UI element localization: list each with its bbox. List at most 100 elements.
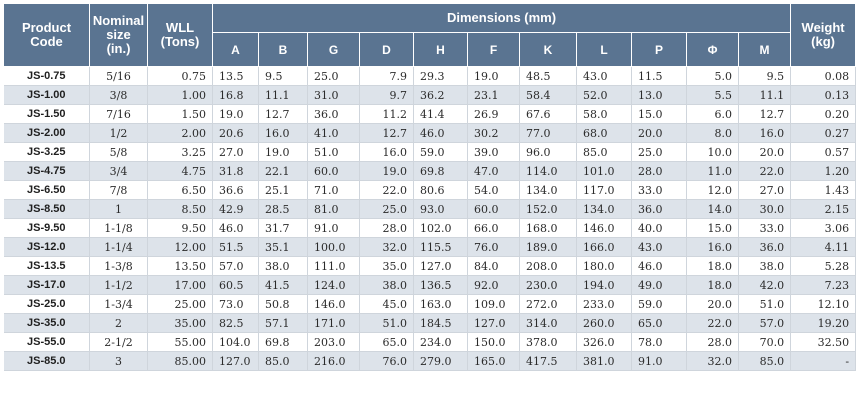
table-cell: 6.0	[686, 104, 739, 124]
table-cell: 60.0	[467, 199, 520, 219]
table-cell: 19.0	[359, 161, 414, 181]
table-cell: 417.5	[519, 351, 577, 371]
table-cell: 3.06	[790, 218, 857, 238]
table-row: JS-85.0 3 85.00 127.0 85.0 216.0 76.0 279.0 165.…	[3, 351, 857, 371]
table-row: JS-9.50 1-1/8 9.50 46.0 31.7 91.0 28.0 102.0 66.…	[3, 218, 857, 238]
table-cell: 3	[89, 351, 148, 371]
table-cell: 68.0	[576, 123, 632, 143]
header-wll: WLL (Tons)	[147, 3, 213, 67]
table-cell: 127.0	[467, 313, 520, 333]
table-cell: 0.13	[790, 85, 857, 105]
table-cell: 12.7	[738, 104, 792, 124]
header-dim-col: G	[307, 32, 360, 67]
table-cell: 31.8	[212, 161, 259, 181]
table-cell: 80.6	[413, 180, 468, 200]
table-cell: 25.1	[258, 180, 308, 200]
header-dim-col: F	[467, 32, 520, 67]
table-cell: 184.5	[413, 313, 468, 333]
table-cell: 92.0	[467, 275, 520, 295]
table-cell: 54.0	[467, 180, 520, 200]
table-cell: 19.0	[212, 104, 259, 124]
table-cell: 15.0	[686, 218, 739, 238]
table-cell: 12.0	[686, 180, 739, 200]
table-cell: 12.7	[258, 104, 308, 124]
table-cell: 51.0	[738, 294, 792, 314]
table-cell: 101.0	[576, 161, 632, 181]
table-cell: 7/8	[89, 180, 148, 200]
table-cell: 134.0	[576, 199, 632, 219]
table-cell: 0.57	[790, 142, 857, 162]
table-row: JS-35.0 2 35.00 82.5 57.1 171.0 51.0 184.5 127.0…	[3, 313, 857, 333]
table-cell: 102.0	[413, 218, 468, 238]
table-cell: 13.0	[631, 85, 687, 105]
table-cell: 13.50	[147, 256, 213, 276]
table-cell: 1-3/8	[89, 256, 148, 276]
table-cell: 6.50	[147, 180, 213, 200]
table-cell: 16.0	[738, 123, 792, 143]
table-cell: 57.0	[212, 256, 259, 276]
product-code-cell: JS-25.0	[3, 294, 90, 314]
table-cell: 26.9	[467, 104, 520, 124]
table-cell: 189.0	[519, 237, 577, 257]
table-body: JS-0.75 5/16 0.75 13.5 9.5 25.0 7.9 29.3 19.0 48.…	[3, 66, 857, 371]
product-code-cell: JS-85.0	[3, 351, 90, 371]
table-cell: 58.0	[576, 104, 632, 124]
table-cell: 48.5	[519, 66, 577, 86]
table-cell: 194.0	[576, 275, 632, 295]
table-cell: 31.7	[258, 218, 308, 238]
table-cell: 35.00	[147, 313, 213, 333]
table-cell: 25.0	[359, 199, 414, 219]
table-cell: 8.50	[147, 199, 213, 219]
table-cell: 11.1	[738, 85, 792, 105]
table-cell: 58.4	[519, 85, 577, 105]
table-cell: 35.1	[258, 237, 308, 257]
table-cell: 43.0	[631, 237, 687, 257]
table-cell: 10.0	[686, 142, 739, 162]
table-cell: 203.0	[307, 332, 360, 352]
product-code-cell: JS-13.5	[3, 256, 90, 276]
table-cell: 55.00	[147, 332, 213, 352]
table-cell: 314.0	[519, 313, 577, 333]
table-cell: 230.0	[519, 275, 577, 295]
table-cell: 100.0	[307, 237, 360, 257]
table-cell: 5/8	[89, 142, 148, 162]
table-cell: 42.0	[738, 275, 792, 295]
table-cell: 82.5	[212, 313, 259, 333]
header-dim-col: L	[576, 32, 632, 67]
table-row: JS-6.50 7/8 6.50 36.6 25.1 71.0 22.0 80.6 54.0 13…	[3, 180, 857, 200]
header-dim-col: D	[359, 32, 414, 67]
table-cell: 127.0	[212, 351, 259, 371]
shackle-spec-table: Product Code Nominal size (in.) WLL (Ton…	[3, 2, 857, 371]
table-cell: 22.0	[686, 313, 739, 333]
table-cell: 57.1	[258, 313, 308, 333]
table-cell: 28.5	[258, 199, 308, 219]
table-cell: 20.0	[738, 142, 792, 162]
table-cell: 31.0	[307, 85, 360, 105]
table-cell: 7.23	[790, 275, 857, 295]
table-cell: 163.0	[413, 294, 468, 314]
table-cell: 60.5	[212, 275, 259, 295]
table-cell: 38.0	[258, 256, 308, 276]
table-row: JS-8.50 1 8.50 42.9 28.5 81.0 25.0 93.0 60.0 152.…	[3, 199, 857, 219]
table-cell: 20.0	[686, 294, 739, 314]
table-row: JS-1.50 7/16 1.50 19.0 12.7 36.0 11.2 41.4 26.9 6…	[3, 104, 857, 124]
table-cell: 41.4	[413, 104, 468, 124]
table-cell: 85.0	[576, 142, 632, 162]
table-cell: 2.15	[790, 199, 857, 219]
product-code-cell: JS-1.50	[3, 104, 90, 124]
table-cell: 46.0	[212, 218, 259, 238]
header-product-code: Product Code	[3, 3, 90, 67]
table-cell: 378.0	[519, 332, 577, 352]
table-cell: 30.2	[467, 123, 520, 143]
table-cell: 150.0	[467, 332, 520, 352]
product-code-cell: JS-3.25	[3, 142, 90, 162]
product-code-cell: JS-6.50	[3, 180, 90, 200]
table-cell: 85.0	[258, 351, 308, 371]
table-cell: 1/2	[89, 123, 148, 143]
table-cell: 59.0	[413, 142, 468, 162]
table-cell: 233.0	[576, 294, 632, 314]
table-row: JS-17.0 1-1/2 17.00 60.5 41.5 124.0 38.0 136.5 9…	[3, 275, 857, 295]
table-cell: 127.0	[413, 256, 468, 276]
table-cell: 104.0	[212, 332, 259, 352]
product-code-cell: JS-2.00	[3, 123, 90, 143]
